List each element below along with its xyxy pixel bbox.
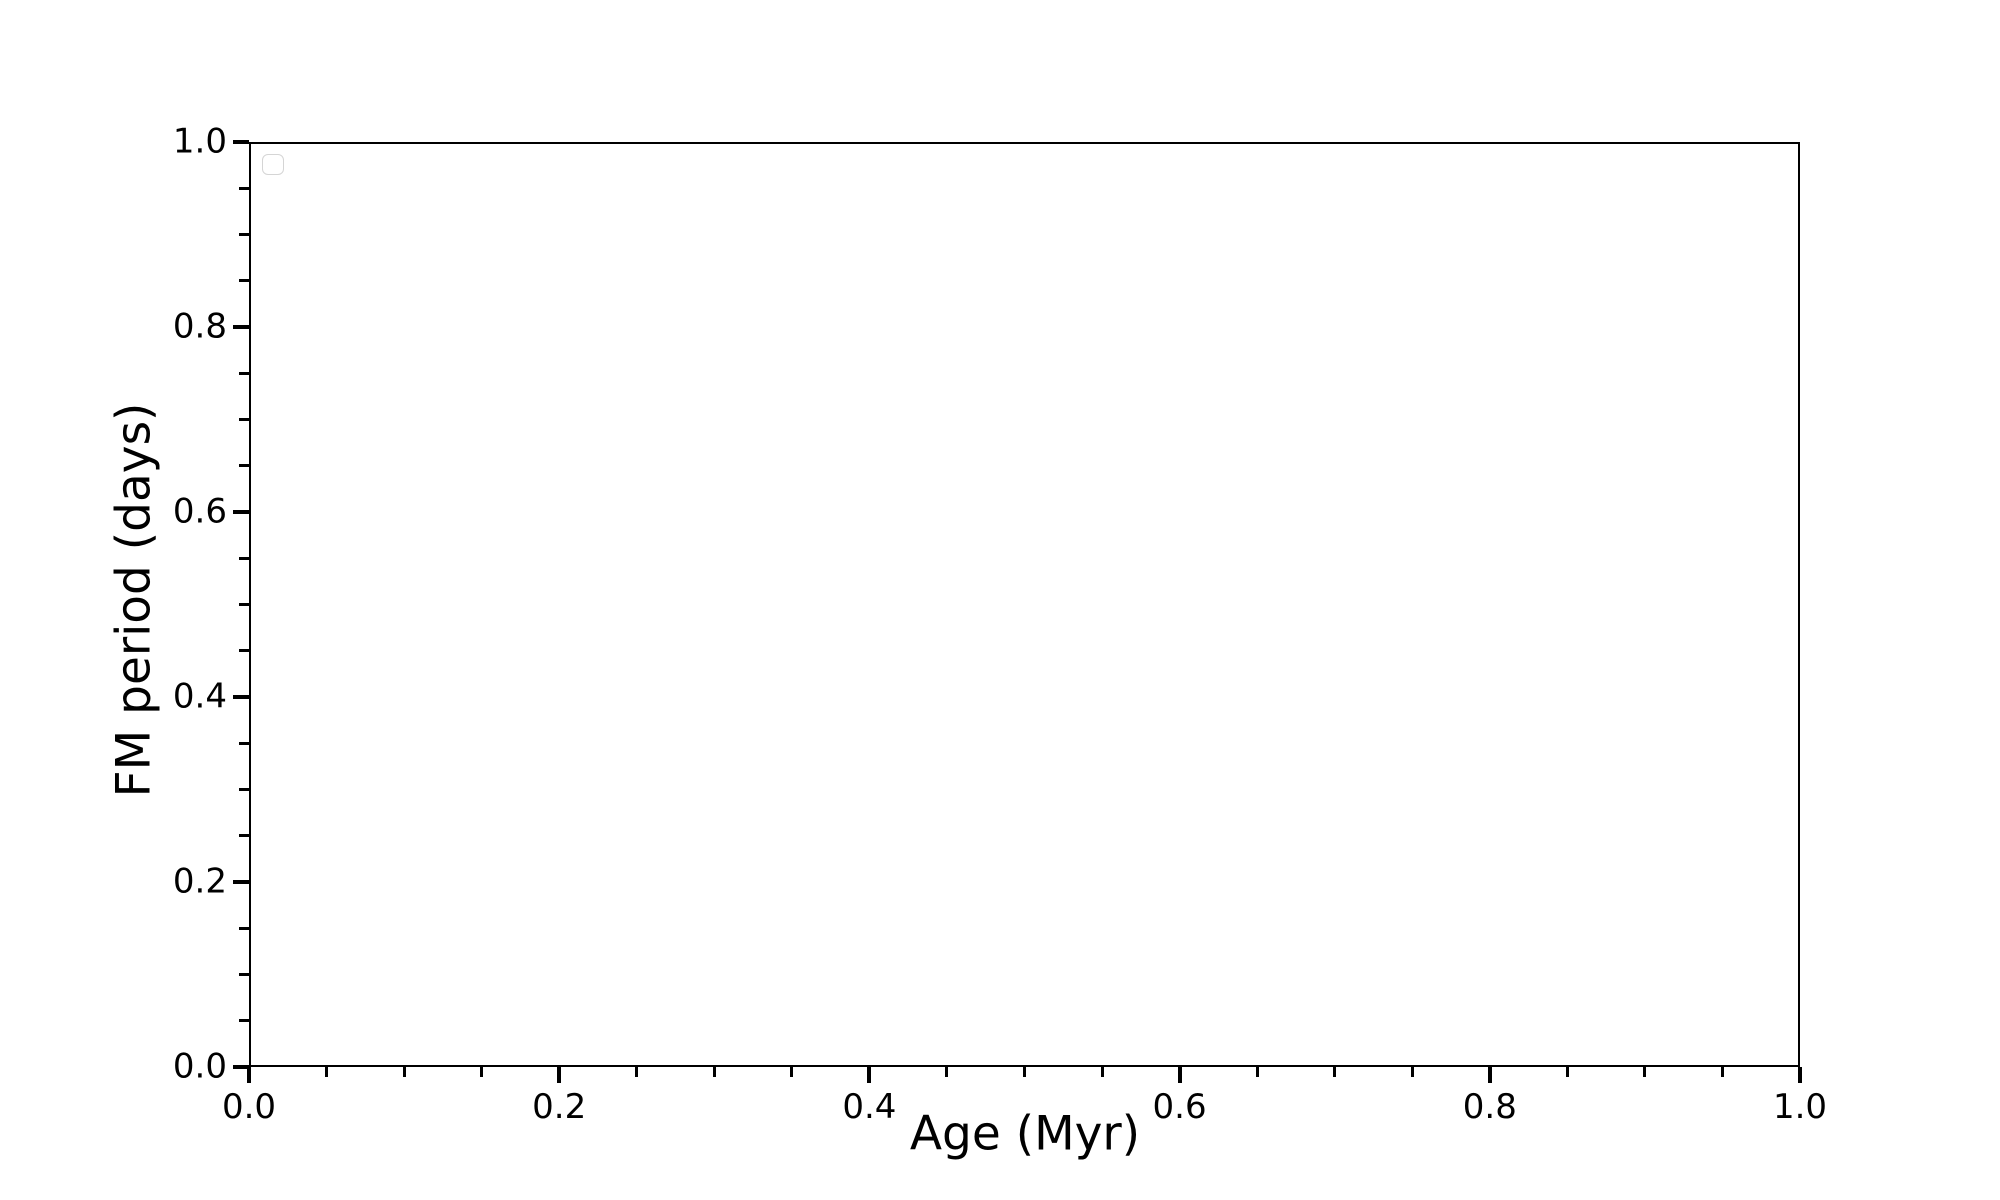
y-major-tick <box>233 695 249 699</box>
y-minor-tick <box>239 834 249 838</box>
y-tick-label: 0.0 <box>172 1046 227 1087</box>
x-minor-tick <box>790 1067 794 1077</box>
x-major-tick <box>1487 1067 1492 1083</box>
y-tick-label: 1.0 <box>172 121 227 162</box>
x-minor-tick <box>1023 1067 1026 1077</box>
x-tick-label: 0.2 <box>532 1087 587 1127</box>
x-minor-tick <box>325 1067 329 1077</box>
y-minor-tick <box>239 464 249 468</box>
x-minor-tick <box>712 1067 716 1077</box>
x-axis-label: Age (Myr) <box>909 1106 1141 1162</box>
x-major-tick <box>557 1067 562 1083</box>
y-major-tick <box>233 1065 249 1069</box>
y-minor-tick <box>239 649 249 653</box>
y-minor-tick <box>239 926 249 930</box>
x-minor-tick <box>1720 1067 1724 1077</box>
y-major-tick <box>233 880 249 884</box>
plot-area <box>249 142 1800 1067</box>
y-major-tick <box>233 140 249 144</box>
x-tick-label: 0.6 <box>1152 1087 1207 1127</box>
x-minor-tick <box>1333 1067 1337 1077</box>
x-tick-label: 0.8 <box>1462 1087 1517 1127</box>
x-tick-label: 1.0 <box>1772 1087 1828 1127</box>
x-major-tick <box>1177 1067 1182 1083</box>
x-minor-tick <box>480 1067 484 1077</box>
y-minor-tick <box>239 279 249 283</box>
x-major-tick <box>867 1067 872 1083</box>
x-minor-tick <box>1100 1067 1104 1077</box>
legend-box <box>262 154 284 175</box>
y-minor-tick <box>239 973 249 976</box>
x-minor-tick <box>1255 1067 1259 1077</box>
y-minor-tick <box>239 371 249 375</box>
x-minor-tick <box>945 1067 949 1077</box>
x-minor-tick <box>1410 1067 1414 1077</box>
x-minor-tick <box>1643 1067 1647 1077</box>
y-minor-tick <box>239 418 249 421</box>
x-minor-tick <box>402 1067 406 1077</box>
x-tick-label: 0.0 <box>221 1087 277 1127</box>
y-axis-label: FM period (days) <box>106 402 162 798</box>
y-minor-tick <box>239 788 249 791</box>
y-tick-label: 0.8 <box>172 306 227 347</box>
y-major-tick <box>233 510 249 514</box>
x-minor-tick <box>1565 1067 1569 1077</box>
y-tick-label: 0.4 <box>172 676 227 717</box>
y-minor-tick <box>239 556 249 560</box>
y-minor-tick <box>239 233 249 236</box>
y-major-tick <box>233 325 249 329</box>
y-tick-label: 0.6 <box>172 491 227 532</box>
y-tick-label: 0.2 <box>172 861 227 902</box>
x-major-tick <box>247 1067 251 1083</box>
x-minor-tick <box>635 1067 639 1077</box>
x-tick-label: 0.4 <box>842 1087 897 1127</box>
y-minor-tick <box>239 603 249 606</box>
y-minor-tick <box>239 1019 249 1023</box>
y-minor-tick <box>239 741 249 745</box>
y-minor-tick <box>239 186 249 190</box>
x-major-tick <box>1798 1067 1802 1083</box>
